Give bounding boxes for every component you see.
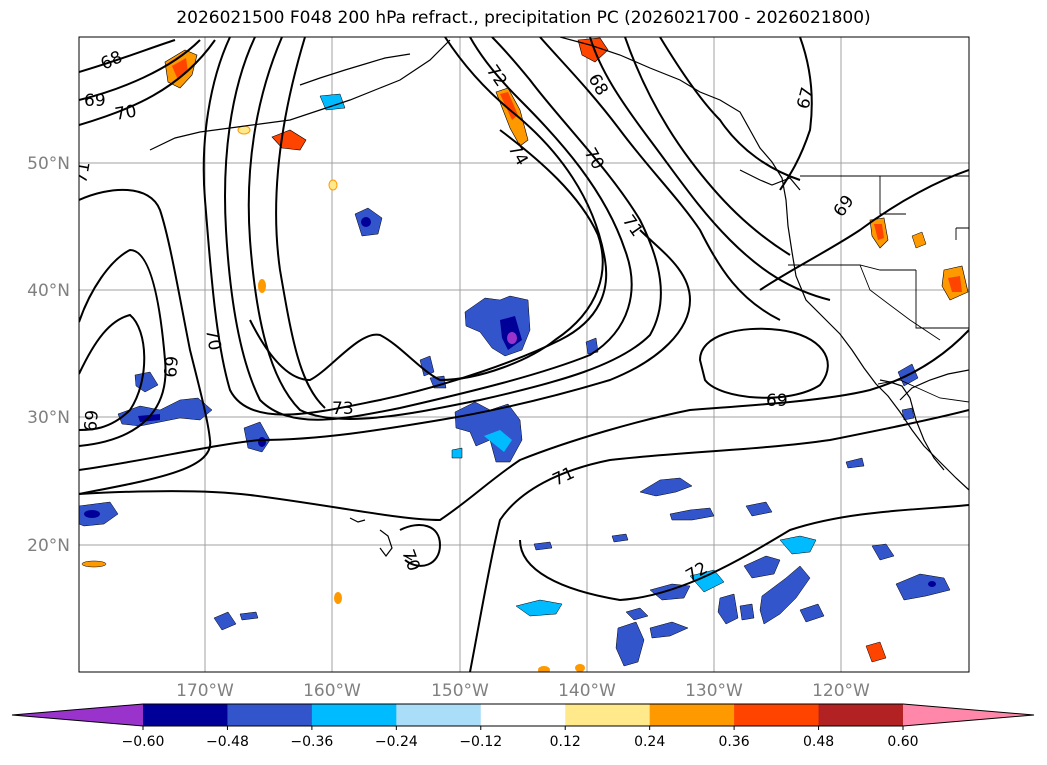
colorbar-segment [818, 704, 904, 726]
gridlines [79, 37, 969, 672]
colorbar-tick-label: −0.24 [375, 734, 418, 750]
svg-text:71: 71 [71, 160, 94, 185]
colorbar-segment [311, 704, 397, 726]
lat-label-50n: 50°N [27, 154, 70, 174]
map-title: 2026021500 F048 200 hPa refract., precip… [176, 8, 871, 28]
colorbar-tick-label: −0.60 [122, 734, 165, 750]
refractivity-contours [79, 37, 969, 672]
colorbar-extend-low [12, 704, 143, 726]
political-borders [788, 175, 969, 403]
svg-text:69: 69 [81, 409, 103, 432]
longitude-labels: 170°W 160°W 150°W 140°W 130°W 120°W [176, 681, 870, 701]
lon-label-160w: 160°W [303, 681, 361, 701]
svg-text:70: 70 [201, 327, 224, 352]
colorbar-segment [480, 704, 566, 726]
plot-frame [78, 36, 970, 673]
lon-label-120w: 120°W [812, 681, 870, 701]
colorbar-segment [227, 704, 313, 726]
precipitation-areas [79, 37, 969, 672]
colorbar-tick-label: 0.12 [550, 734, 581, 750]
colorbar-extend-high [903, 704, 1034, 726]
colorbar-tick-label: −0.12 [459, 734, 502, 750]
colorbar-segment [734, 704, 820, 726]
colorbar-tick-label: −0.36 [290, 734, 333, 750]
colorbar-segment [649, 704, 735, 726]
colorbar-tick-label: 0.48 [803, 734, 834, 750]
svg-text:69: 69 [766, 391, 788, 411]
colorbar-tick-label: 0.36 [719, 734, 750, 750]
svg-text:70: 70 [113, 101, 138, 124]
svg-text:69: 69 [84, 91, 106, 111]
colorbar-tick-label: 0.24 [634, 734, 665, 750]
lon-label-140w: 140°W [558, 681, 616, 701]
lon-label-170w: 170°W [176, 681, 234, 701]
lat-label-20n: 20°N [27, 536, 70, 556]
colorbar [11, 703, 1035, 727]
colorbar-segment [396, 704, 482, 726]
colorbar-tick-label: 0.60 [887, 734, 918, 750]
colorbar-segment [565, 704, 651, 726]
lon-label-130w: 130°W [685, 681, 743, 701]
colorbar-segment [143, 704, 228, 726]
colorbar-labels: −0.60 −0.48 −0.36 −0.24 −0.12 0.12 0.24 0.36 0.4… [122, 726, 919, 750]
svg-text:69: 69 [161, 355, 183, 378]
latitude-labels: 50°N 40°N 30°N 20°N [27, 154, 70, 556]
colorbar-tick-label: −0.48 [206, 734, 249, 750]
svg-text:73: 73 [332, 399, 354, 419]
lat-label-30n: 30°N [27, 408, 70, 428]
lat-label-40n: 40°N [27, 281, 70, 301]
lon-label-150w: 150°W [431, 681, 489, 701]
